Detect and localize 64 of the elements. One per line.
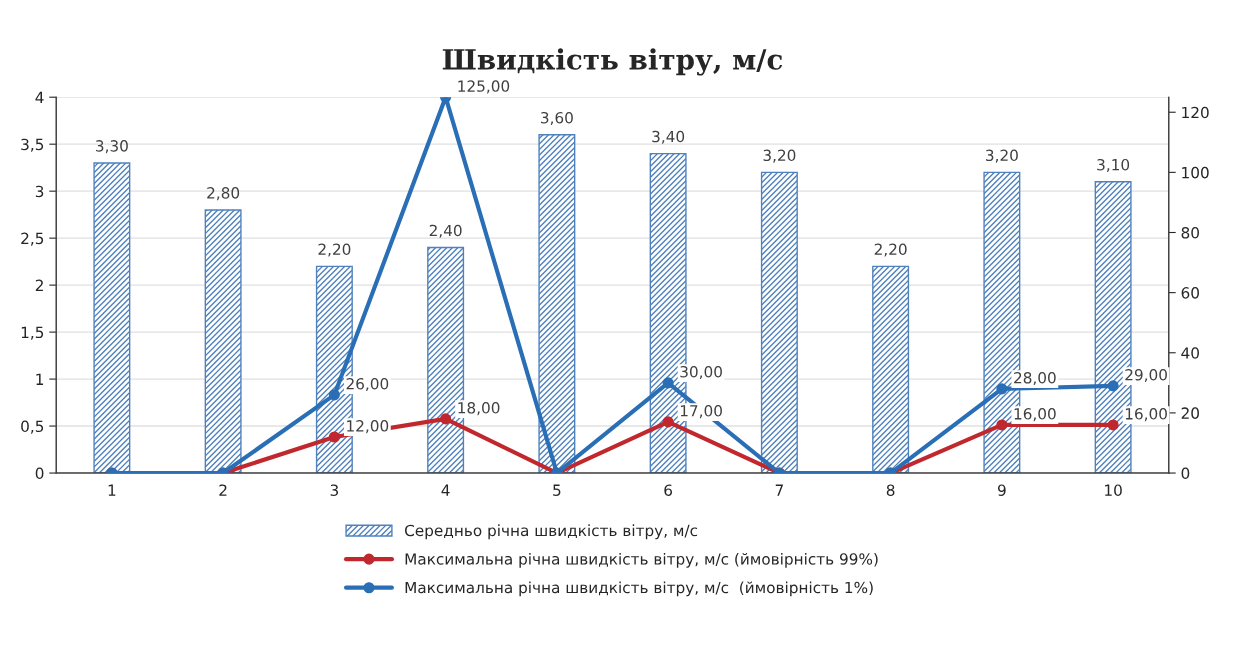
data-label: 30,00 (680, 365, 722, 380)
data-label: 3,20 (763, 149, 796, 163)
point (662, 377, 674, 389)
data-label: 3,10 (1097, 158, 1130, 173)
data-label: 16,00 (1125, 408, 1167, 422)
y-tick-label: 2,5 (21, 232, 44, 246)
data-label: 29,00 (1125, 368, 1167, 383)
y2-tick-label: 60 (1181, 287, 1199, 299)
y-tick-label: 4 (35, 91, 44, 103)
y2-tick-label: 40 (1181, 347, 1199, 359)
bar (93, 162, 131, 474)
y-tick-label: 3,5 (21, 138, 44, 152)
y2-tick-label: 120 (1182, 106, 1209, 119)
y-tick-label: 3 (35, 185, 44, 198)
y-tick-label: 0 (35, 467, 44, 480)
data-label: 125,00 (458, 80, 510, 94)
chart-title: Швидкість вітру, м/с (442, 48, 783, 76)
y2-tick-label: 0 (1181, 467, 1190, 480)
point (1107, 380, 1119, 392)
point (662, 416, 674, 428)
x-tick-label: 1 (108, 484, 116, 496)
data-label: 2,20 (874, 243, 907, 257)
x-tick-label: 4 (441, 484, 450, 496)
y-tick-label: 1,5 (21, 326, 44, 340)
y-tick-label: 0,5 (21, 420, 44, 434)
point (996, 419, 1008, 431)
x-tick-label: 9 (997, 484, 1006, 496)
point (440, 413, 452, 425)
bar (872, 265, 910, 474)
data-label: 16,00 (1014, 408, 1056, 422)
x-tick-label: 7 (775, 484, 783, 496)
y2-tick-label: 20 (1181, 407, 1199, 419)
data-label: 2,20 (318, 243, 351, 257)
bar (204, 209, 242, 474)
x-tick-label: 2 (219, 484, 227, 496)
data-label: 3,40 (652, 130, 685, 144)
data-label: 3,30 (96, 140, 128, 154)
y-tick-label: 2 (35, 279, 43, 291)
data-label: 2,40 (429, 224, 462, 238)
point (996, 383, 1008, 395)
legend-label: Максимальна річна швидкість вітру, м/с (ймовірність 99%) (405, 552, 878, 568)
x-tick-label: 10 (1105, 484, 1122, 496)
data-label: 12,00 (347, 420, 389, 434)
data-label: 17,00 (680, 405, 722, 419)
x-tick-label: 3 (330, 484, 339, 496)
bar (760, 171, 798, 474)
x-tick-label: 6 (664, 484, 673, 496)
y-tick-label: 1 (36, 373, 44, 385)
data-label: 3,60 (541, 111, 573, 126)
x-tick-label: 5 (553, 484, 561, 496)
data-label: 18,00 (458, 402, 500, 416)
data-label: 28,00 (1014, 371, 1056, 386)
bar (538, 134, 576, 474)
point (1107, 419, 1119, 431)
data-label: 26,00 (346, 377, 389, 392)
point (328, 389, 340, 401)
y2-tick-label: 100 (1182, 166, 1209, 179)
legend-label: Середньо річна швидкість вітру, м/с (404, 524, 698, 540)
x-tick-label: 8 (886, 484, 895, 496)
point (328, 431, 340, 443)
data-label: 2,80 (207, 187, 240, 201)
legend-label: Максимальна річна швидкість вітру, м/с (ймовірність 1%) (405, 581, 873, 597)
data-label: 3,20 (986, 149, 1018, 163)
y2-tick-label: 80 (1181, 226, 1199, 239)
